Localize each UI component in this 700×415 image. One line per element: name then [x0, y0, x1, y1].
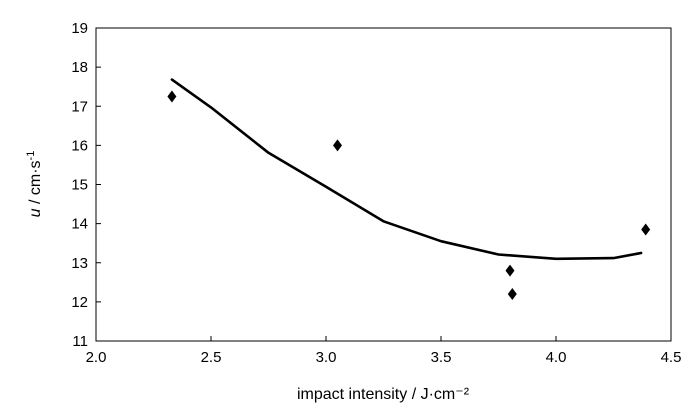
data-point-diamond [641, 223, 651, 236]
data-point-diamond [333, 139, 342, 152]
x-tick-label: 4.0 [546, 349, 567, 366]
x-axis-label: impact intensity / J·cm⁻² [297, 386, 470, 403]
y-axis-ticks: 11 12 13 14 15 16 17 18 19 [71, 20, 101, 350]
x-tick-label: 2.0 [86, 349, 107, 366]
x-tick-label: 3.5 [431, 349, 452, 366]
x-tick-label: 2.5 [201, 349, 222, 366]
y-axis-label: u / cm·s-1 [25, 151, 44, 218]
y-tick-label: 13 [71, 255, 88, 272]
y-tick-label: 14 [71, 216, 88, 233]
y-tick-label: 12 [71, 294, 88, 311]
y-axis-label-variable: u [27, 208, 44, 217]
data-point-diamond [505, 264, 515, 277]
y-tick-label: 17 [71, 98, 88, 115]
y-tick-label: 15 [71, 177, 88, 194]
y-tick-label: 16 [71, 137, 88, 154]
y-tick-label: 18 [71, 59, 88, 76]
y-tick-label: 19 [71, 20, 88, 37]
x-tick-label: 4.5 [661, 349, 682, 366]
x-tick-label: 3.0 [316, 349, 337, 366]
trend-line [170, 78, 643, 261]
y-tick-label: 11 [72, 333, 88, 350]
data-point-diamond [167, 90, 177, 103]
y-axis-label-exponent: -1 [25, 151, 37, 161]
data-points [167, 90, 651, 301]
data-point-diamond [507, 288, 517, 301]
x-axis-ticks: 2.0 2.5 3.0 3.5 4.0 4.5 [86, 336, 682, 366]
plot-frame [95, 27, 672, 342]
y-axis-label-unit: / cm·s [27, 160, 44, 208]
